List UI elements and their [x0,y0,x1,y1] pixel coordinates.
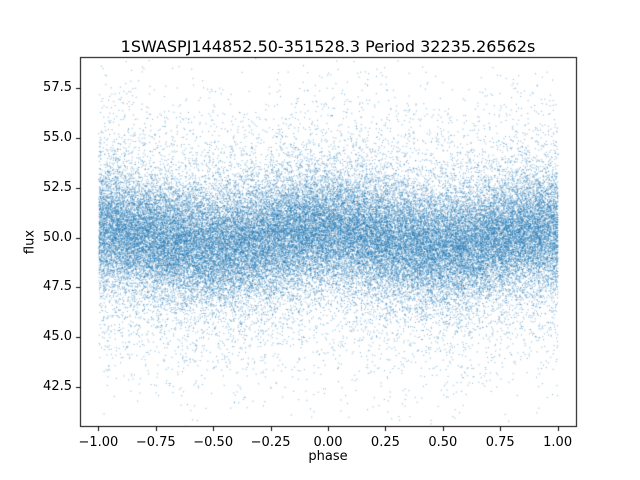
x-tick-label: 0.25 [370,435,400,450]
x-tick-label: 1.00 [543,435,573,450]
y-tick-label: 55.0 [43,129,72,145]
chart-title: 1SWASPJ144852.50-351528.3 Period 32235.2… [120,37,536,56]
x-tick-label: −0.75 [135,435,176,450]
x-tick-label: 0.00 [313,435,343,450]
x-tick-label: 0.75 [485,435,515,450]
x-axis-label: phase [308,449,348,464]
y-tick-label: 57.5 [43,79,72,95]
y-tick-label: 50.0 [43,229,72,245]
x-tick-label: 0.50 [428,435,458,450]
y-tick-label: 47.5 [43,279,72,295]
x-tick-label: −0.25 [250,435,291,450]
x-tick-label: −0.50 [193,435,234,450]
y-tick-label: 45.0 [43,329,72,345]
y-tick-label: 52.5 [43,179,72,195]
x-tick-label: −1.00 [78,435,119,450]
y-tick-label: 42.5 [43,379,72,395]
